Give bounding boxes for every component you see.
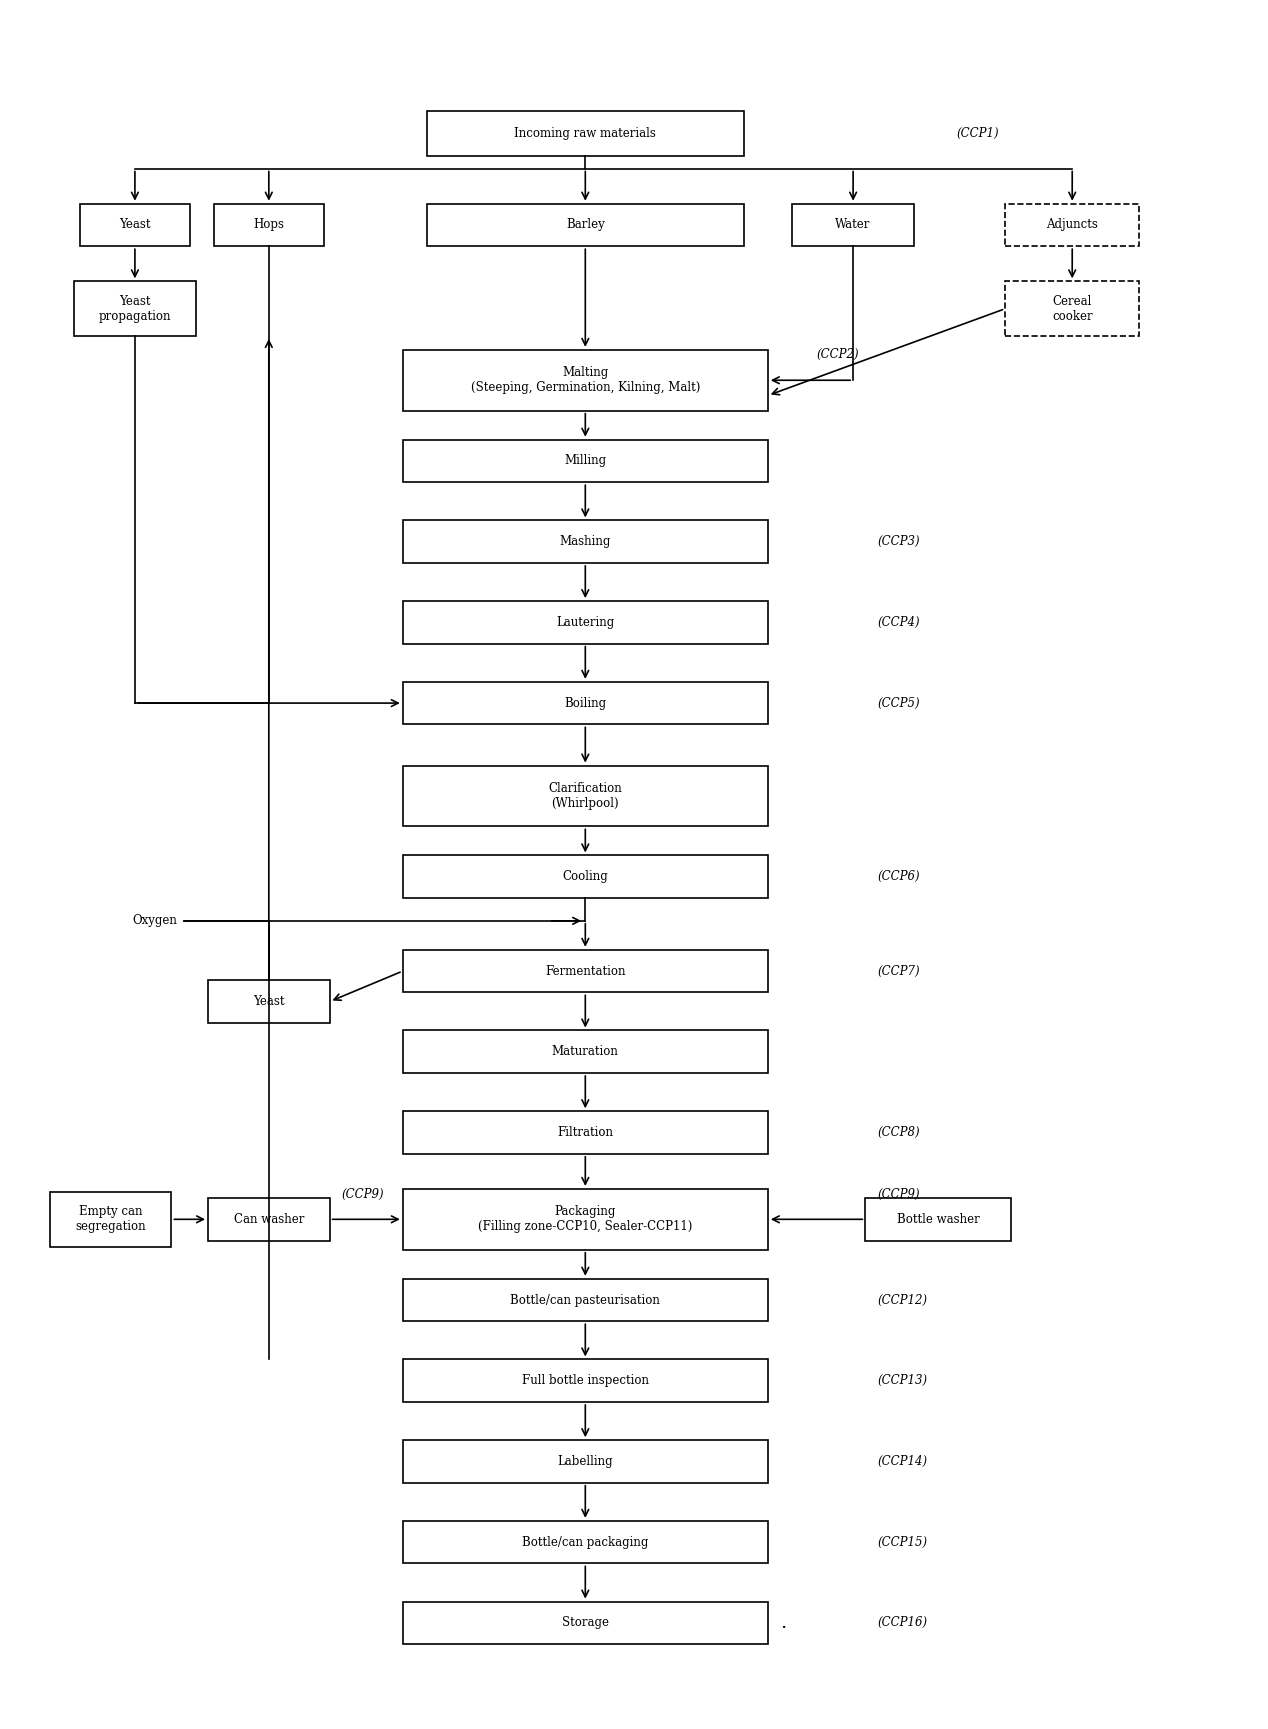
Bar xyxy=(403,1030,768,1074)
Text: (CCP5): (CCP5) xyxy=(877,697,921,709)
Bar xyxy=(403,439,768,482)
Text: (CCP7): (CCP7) xyxy=(877,965,921,977)
Bar xyxy=(403,602,768,643)
Bar xyxy=(403,856,768,897)
Text: Mashing: Mashing xyxy=(559,536,611,548)
Text: Yeast
propagation: Yeast propagation xyxy=(99,294,171,323)
Bar xyxy=(403,949,768,992)
Bar xyxy=(403,1190,768,1250)
Bar xyxy=(403,1279,768,1321)
Text: (CCP13): (CCP13) xyxy=(877,1375,928,1387)
Bar xyxy=(427,204,743,246)
Bar xyxy=(403,766,768,826)
Bar xyxy=(427,111,743,156)
Bar xyxy=(865,1198,1012,1241)
Bar xyxy=(403,1112,768,1153)
Bar xyxy=(1006,204,1139,246)
Text: Storage: Storage xyxy=(562,1617,609,1629)
Text: Water: Water xyxy=(836,218,871,232)
Text: Fermentation: Fermentation xyxy=(545,965,625,977)
Text: (CCP16): (CCP16) xyxy=(877,1617,928,1629)
Bar xyxy=(403,520,768,564)
Bar xyxy=(403,349,768,412)
Text: Milling: Milling xyxy=(564,455,606,467)
Text: Adjuncts: Adjuncts xyxy=(1046,218,1098,232)
Text: (CCP1): (CCP1) xyxy=(956,126,999,140)
Text: Full bottle inspection: Full bottle inspection xyxy=(522,1375,649,1387)
Bar xyxy=(74,282,195,335)
Text: Empty can
segregation: Empty can segregation xyxy=(75,1205,146,1233)
Bar xyxy=(49,1191,171,1247)
Text: (CCP15): (CCP15) xyxy=(877,1535,928,1549)
Text: Boiling: Boiling xyxy=(564,697,606,709)
Bar xyxy=(403,681,768,724)
Text: (CCP4): (CCP4) xyxy=(877,616,921,629)
Text: (CCP14): (CCP14) xyxy=(877,1454,928,1468)
Bar xyxy=(214,204,323,246)
Text: Can washer: Can washer xyxy=(233,1212,304,1226)
Text: Malting
(Steeping, Germination, Kilning, Malt): Malting (Steeping, Germination, Kilning,… xyxy=(470,367,700,394)
Bar xyxy=(403,1440,768,1483)
Text: Lautering: Lautering xyxy=(557,616,615,629)
Bar xyxy=(403,1359,768,1402)
Text: (CCP12): (CCP12) xyxy=(877,1293,928,1307)
Text: (CCP9): (CCP9) xyxy=(877,1188,921,1202)
Text: (CCP8): (CCP8) xyxy=(877,1126,921,1139)
Text: .: . xyxy=(780,1613,786,1632)
Text: Cereal
cooker: Cereal cooker xyxy=(1052,294,1093,323)
Text: Barley: Barley xyxy=(566,218,605,232)
Bar xyxy=(403,1601,768,1644)
Bar xyxy=(792,204,914,246)
Bar xyxy=(80,204,190,246)
Text: Maturation: Maturation xyxy=(552,1046,619,1058)
Bar xyxy=(208,1198,330,1241)
Text: (CCP2): (CCP2) xyxy=(817,348,860,361)
Text: (CCP3): (CCP3) xyxy=(877,536,921,548)
Text: Bottle washer: Bottle washer xyxy=(896,1212,980,1226)
Text: Yeast: Yeast xyxy=(254,996,284,1008)
Text: Clarification
(Whirlpool): Clarification (Whirlpool) xyxy=(549,782,623,809)
Bar xyxy=(403,1522,768,1563)
Text: Incoming raw materials: Incoming raw materials xyxy=(515,126,657,140)
Text: Bottle/can packaging: Bottle/can packaging xyxy=(522,1535,648,1549)
Text: Labelling: Labelling xyxy=(558,1454,614,1468)
Text: Hops: Hops xyxy=(254,218,284,232)
Text: Cooling: Cooling xyxy=(563,870,609,884)
Bar xyxy=(208,980,330,1024)
Text: (CCP6): (CCP6) xyxy=(877,870,921,884)
Text: Bottle/can pasteurisation: Bottle/can pasteurisation xyxy=(511,1293,661,1307)
Text: (CCP9): (CCP9) xyxy=(342,1188,384,1202)
Text: Filtration: Filtration xyxy=(558,1126,614,1139)
Text: Yeast: Yeast xyxy=(119,218,151,232)
Text: Packaging
(Filling zone-CCP10, Sealer-CCP11): Packaging (Filling zone-CCP10, Sealer-CC… xyxy=(478,1205,692,1233)
Bar xyxy=(1006,282,1139,335)
Text: Oxygen: Oxygen xyxy=(133,915,178,927)
